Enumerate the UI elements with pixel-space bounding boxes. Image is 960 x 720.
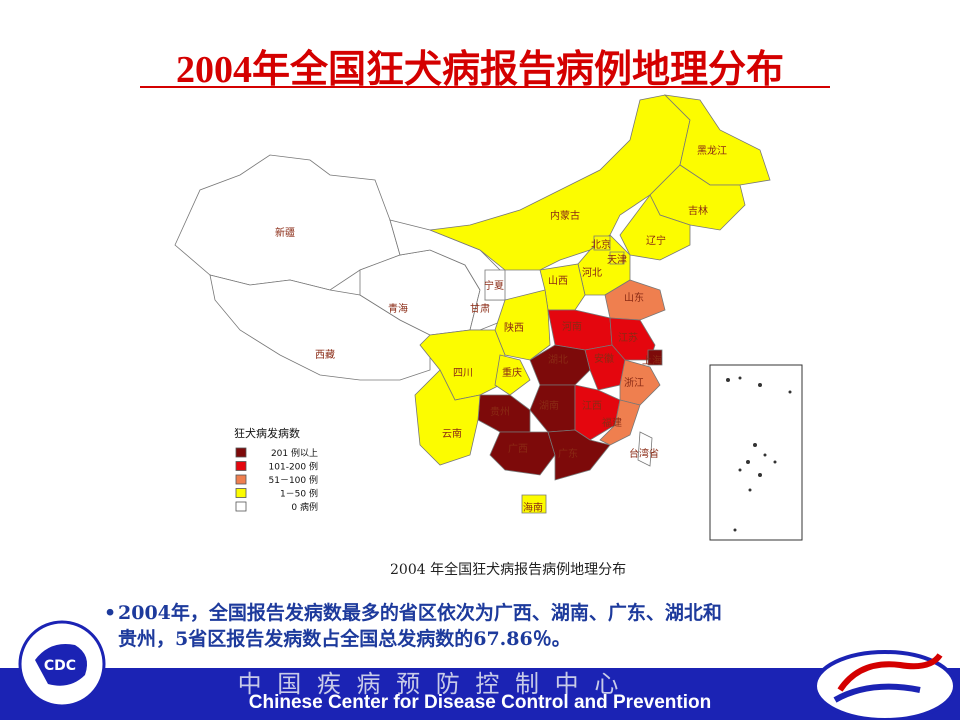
legend-label: 101-200 例	[269, 461, 318, 473]
province-label: 辽宁	[646, 234, 666, 247]
province-label: 黑龙江	[697, 144, 727, 157]
province	[209, 274, 431, 381]
legend-title: 狂犬病发病数	[234, 426, 300, 440]
province-label: 新疆	[275, 226, 295, 239]
province	[663, 94, 771, 186]
legend-swatch	[235, 488, 247, 498]
legend-swatch	[235, 461, 247, 471]
province-label: 天津	[607, 254, 627, 266]
legend-swatch	[235, 474, 247, 485]
province	[547, 429, 611, 481]
province-label: 陕西	[504, 321, 524, 334]
province	[494, 354, 531, 396]
bullet-line: 2004年，全国报告发病数最多的省区依次为广西、湖南、广东、湖北和	[118, 602, 722, 624]
province	[414, 369, 481, 466]
province-label: 北京	[591, 238, 611, 251]
province-label: 江苏	[618, 331, 638, 344]
legend-swatch	[235, 501, 247, 512]
province-label: 河南	[562, 320, 582, 333]
province-label: 江西	[582, 400, 602, 412]
province-label: 广东	[558, 447, 578, 460]
province	[609, 251, 625, 265]
province	[419, 329, 506, 401]
province-label: 云南	[442, 427, 462, 440]
province-label: 海南	[523, 501, 543, 514]
legend-label: 0 病例	[291, 501, 318, 513]
footer-chinese: 中 国 疾 病 预 防 控 制 中 心	[237, 670, 623, 698]
province	[637, 431, 653, 467]
inset-islands	[726, 376, 792, 532]
province-label: 广西	[508, 443, 528, 455]
bullet-line: 贵州，5省区报告发病数占全国总发病数的67.86％。	[118, 628, 571, 650]
province-label: 浙江	[624, 377, 644, 389]
province-label: 甘肃	[470, 302, 490, 315]
province-label: 西藏	[315, 349, 335, 361]
province-label: 青海	[388, 302, 408, 315]
province-label: 上海	[642, 354, 662, 367]
province-label: 河北	[582, 267, 602, 279]
province-label: 湖北	[548, 354, 568, 366]
legend-label: 201 例以上	[271, 447, 318, 459]
province-label: 四川	[453, 368, 473, 379]
footer: 中 国 疾 病 预 防 控 制 中 心 Chinese Center for D…	[0, 668, 960, 720]
province	[389, 219, 506, 331]
slide-title: 2004年全国狂犬病报告病例地理分布	[175, 49, 784, 91]
province-label: 贵州	[490, 405, 510, 418]
province-label: 山西	[548, 275, 568, 287]
legend-label: 51－100 例	[269, 474, 319, 486]
province-label: 山东	[624, 291, 644, 304]
province-label: 重庆	[502, 366, 522, 379]
footer-english: Chinese Center for Disease Control and P…	[248, 692, 712, 713]
bullet: • 2004年，全国报告发病数最多的省区依次为广西、湖南、广东、湖北和 贵州，5…	[104, 602, 722, 650]
province-label: 台湾省	[629, 447, 659, 460]
province	[593, 235, 611, 251]
province	[647, 349, 663, 366]
province-label: 福建	[602, 416, 622, 429]
province-label: 内蒙古	[550, 209, 580, 222]
map-caption: 2004 年全国狂犬病报告病例地理分布	[390, 561, 626, 578]
legend-swatch	[235, 447, 247, 458]
province	[521, 494, 547, 514]
title-rule	[140, 86, 830, 88]
province	[619, 194, 691, 261]
inset-box	[709, 364, 803, 541]
province-label: 湖南	[539, 399, 559, 412]
province-label: 吉林	[688, 204, 708, 217]
province-label: 安徽	[594, 352, 614, 365]
province-label: 宁夏	[484, 279, 504, 292]
legend-label: 1－50 例	[280, 488, 318, 500]
